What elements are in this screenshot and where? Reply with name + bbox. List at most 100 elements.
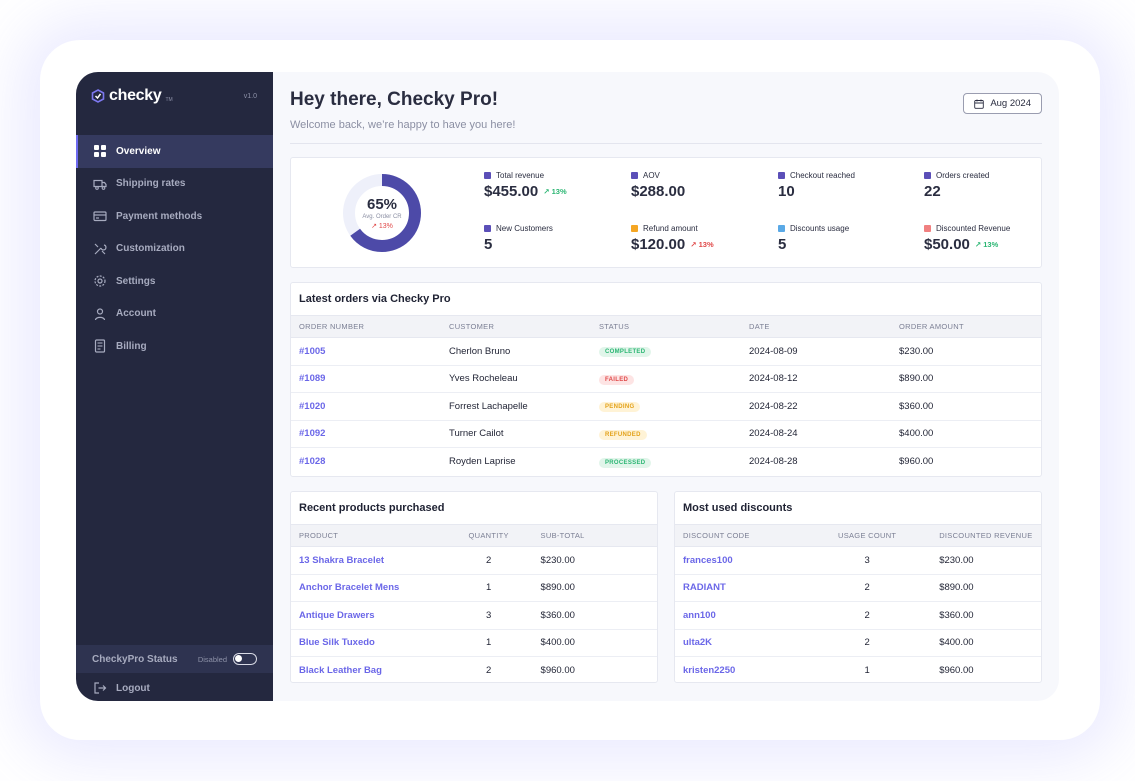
status-badge: PENDING bbox=[599, 402, 641, 413]
column-header: ORDER AMOUNT bbox=[891, 315, 1041, 338]
column-header: DATE bbox=[741, 315, 891, 338]
brand-logo[interactable]: checky TM bbox=[91, 87, 173, 105]
brand-name: checky bbox=[109, 87, 162, 104]
discount-code-link[interactable]: frances100 bbox=[675, 546, 804, 575]
recent-products-card: Recent products purchased PRODUCT QUANTI… bbox=[290, 491, 658, 683]
discounts-table: DISCOUNT CODE USAGE COUNT DISCOUNTED REV… bbox=[675, 524, 1041, 684]
most-used-discounts-card: Most used discounts DISCOUNT CODE USAGE … bbox=[674, 491, 1042, 683]
legend-square bbox=[631, 172, 638, 179]
discount-code-link[interactable]: ann100 bbox=[675, 601, 804, 630]
product-link[interactable]: Blue Silk Tuxedo bbox=[291, 629, 445, 657]
order-number-link[interactable]: #1020 bbox=[291, 392, 441, 421]
usage-count-cell: 1 bbox=[864, 665, 870, 676]
table-header-row: PRODUCT QUANTITY SUB-TOTAL bbox=[291, 524, 657, 547]
discounted-revenue-cell: $230.00 bbox=[931, 546, 1041, 575]
pro-status-label: CheckyPro Status bbox=[92, 653, 178, 665]
metric-label: Total revenue bbox=[496, 171, 545, 180]
metric-checkout-reached: Checkout reached 10 bbox=[778, 171, 918, 200]
discounted-revenue-cell: $890.00 bbox=[931, 574, 1041, 602]
product-link[interactable]: Antique Drawers bbox=[291, 601, 445, 630]
metric-label: AOV bbox=[643, 171, 660, 180]
legend-square bbox=[484, 225, 491, 232]
pro-status-value: Disabled bbox=[197, 654, 227, 664]
product-link[interactable]: 13 Shakra Bracelet bbox=[291, 546, 445, 575]
metric-discounted-revenue: Discounted Revenue $50.00 ↗ 13% bbox=[924, 224, 1059, 253]
status-cell: REFUNDED bbox=[591, 420, 741, 448]
order-number-link[interactable]: #1092 bbox=[291, 420, 441, 448]
sidebar-item-label: Overview bbox=[116, 145, 161, 157]
date-cell: 2024-08-22 bbox=[741, 392, 891, 421]
order-number-link[interactable]: #1005 bbox=[291, 337, 441, 366]
date-cell: 2024-08-12 bbox=[741, 365, 891, 393]
table-row: ann100 2 $360.00 bbox=[675, 601, 1041, 630]
subtotal-cell: $890.00 bbox=[532, 574, 657, 602]
order-number-link[interactable]: #1028 bbox=[299, 456, 326, 467]
sidebar-item-customization[interactable]: Customization bbox=[76, 233, 273, 266]
metric-total-revenue: Total revenue $455.00 ↗ 13% bbox=[484, 171, 624, 200]
sidebar-item-account[interactable]: Account bbox=[76, 298, 273, 331]
discount-code-link[interactable]: RADIANT bbox=[675, 574, 804, 602]
table-row: #1005 Cherlon Bruno COMPLETED 2024-08-09… bbox=[291, 337, 1041, 366]
discounted-revenue-cell: $960.00 bbox=[939, 665, 974, 676]
gear-icon bbox=[94, 275, 106, 287]
column-header: SUB-TOTAL bbox=[532, 524, 657, 547]
metric-change: ↗ 13% bbox=[690, 240, 714, 249]
pro-status-toggle[interactable] bbox=[233, 653, 257, 665]
calendar-icon bbox=[974, 99, 985, 109]
customer-cell: Forrest Lachapelle bbox=[441, 392, 591, 421]
metric-discounts-usage: Discounts usage 5 bbox=[778, 224, 918, 253]
card-title: Recent products purchased bbox=[299, 502, 445, 514]
sidebar-item-payment-methods[interactable]: Payment methods bbox=[76, 200, 273, 233]
date-picker-button[interactable]: Aug 2024 bbox=[963, 93, 1042, 114]
page-title: Hey there, Checky Pro! bbox=[290, 89, 499, 110]
receipt-icon bbox=[94, 339, 106, 353]
sidebar-item-label: Settings bbox=[116, 275, 156, 287]
status-badge: FAILED bbox=[599, 374, 635, 385]
customer-cell: Royden Laprise bbox=[449, 456, 516, 467]
usage-count-cell: 2 bbox=[803, 574, 932, 602]
metric-orders-created: Orders created 22 bbox=[924, 171, 1059, 200]
table-row: RADIANT 2 $890.00 bbox=[675, 574, 1041, 602]
quantity-cell: 1 bbox=[444, 574, 533, 602]
column-header: QUANTITY bbox=[444, 524, 533, 547]
table-row: frances100 3 $230.00 bbox=[675, 546, 1041, 575]
brand-trademark: TM bbox=[165, 97, 173, 103]
order-number-link[interactable]: #1089 bbox=[291, 365, 441, 393]
donut-change: ↗ 13% bbox=[371, 223, 393, 230]
sidebar-item-billing[interactable]: Billing bbox=[76, 330, 273, 363]
metric-value: 5 bbox=[778, 236, 787, 253]
legend-square bbox=[778, 225, 785, 232]
subtotal-cell: $400.00 bbox=[532, 629, 657, 657]
amount-cell: $400.00 bbox=[891, 420, 1041, 448]
logout-button[interactable]: Logout bbox=[93, 681, 150, 695]
metric-value: 22 bbox=[924, 183, 941, 200]
card-title: Most used discounts bbox=[683, 502, 793, 514]
sidebar-item-settings[interactable]: Settings bbox=[76, 265, 273, 298]
metric-value: $288.00 bbox=[631, 183, 686, 200]
discount-code-link[interactable]: ulta2K bbox=[675, 629, 804, 657]
quantity-cell: 2 bbox=[444, 546, 533, 575]
sidebar-item-shipping-rates[interactable]: Shipping rates bbox=[76, 168, 273, 201]
metric-aov: AOV $288.00 bbox=[631, 171, 771, 200]
version-label: v1.0 bbox=[243, 93, 257, 100]
discount-code-link[interactable]: kristen2250 bbox=[683, 665, 736, 676]
table-row: ulta2K 2 $400.00 bbox=[675, 629, 1041, 657]
latest-orders-card: Latest orders via Checky Pro ORDER NUMBE… bbox=[290, 282, 1042, 477]
product-link[interactable]: Anchor Bracelet Mens bbox=[291, 574, 445, 602]
sidebar-item-label: Shipping rates bbox=[116, 178, 186, 190]
page-subtitle: Welcome back, we’re happy to have you he… bbox=[290, 119, 516, 131]
card-icon bbox=[93, 211, 107, 222]
discounted-revenue-cell: $360.00 bbox=[931, 601, 1041, 630]
product-link[interactable]: Black Leather Bag bbox=[299, 665, 382, 676]
customer-cell: Yves Rocheleau bbox=[441, 365, 591, 393]
date-label: Aug 2024 bbox=[990, 98, 1031, 109]
metric-label: Refund amount bbox=[643, 224, 698, 233]
tools-icon bbox=[94, 243, 107, 255]
legend-square bbox=[778, 172, 785, 179]
grid-icon bbox=[94, 145, 106, 158]
sidebar: checky TM v1.0 Overview Shipping rates bbox=[76, 72, 273, 701]
table-row: Blue Silk Tuxedo 1 $400.00 bbox=[291, 629, 657, 657]
column-header: USAGE COUNT bbox=[803, 524, 932, 547]
sidebar-item-overview[interactable]: Overview bbox=[76, 135, 273, 168]
user-icon bbox=[94, 308, 106, 320]
